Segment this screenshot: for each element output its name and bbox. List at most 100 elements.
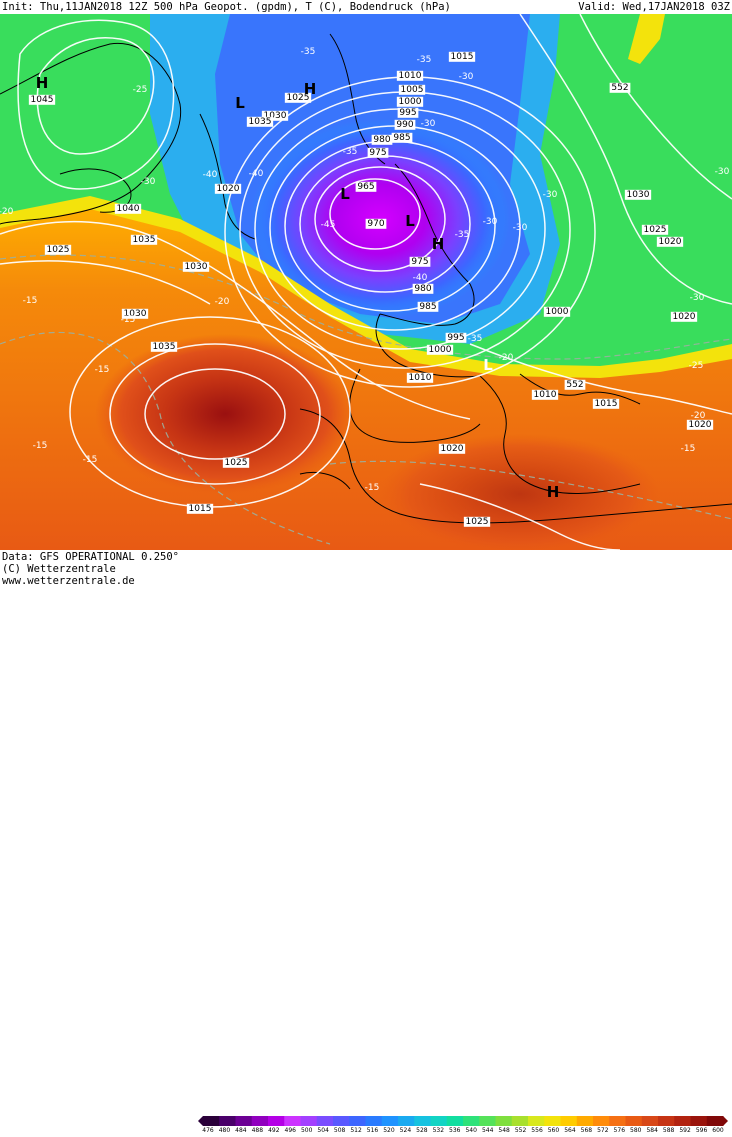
isobar-label: 1015 (186, 503, 214, 514)
temperature-label: -35 (301, 47, 316, 57)
isobar-label: 1020 (214, 183, 242, 194)
legend-swatch (203, 1116, 220, 1126)
product-title: 500 hPa Geopot. (gpdm), T (C), Bodendruc… (153, 1, 451, 13)
legend-tick-label: 592 (679, 1127, 691, 1134)
svg-text:1000: 1000 (399, 97, 422, 107)
legend-swatch (349, 1116, 366, 1126)
isobar-label: 995 (397, 107, 419, 118)
temperature-label: -30 (543, 190, 558, 200)
svg-text:H: H (304, 80, 317, 98)
temperature-label: -20 (499, 353, 514, 363)
isobar-label: 985 (417, 301, 439, 312)
svg-text:1035: 1035 (153, 342, 176, 352)
svg-text:1015: 1015 (189, 504, 212, 514)
legend-swatch (528, 1116, 545, 1126)
svg-text:-20: -20 (691, 411, 706, 421)
isobar-label: 1040 (114, 203, 142, 214)
svg-text:970: 970 (367, 219, 384, 229)
legend-swatch (251, 1116, 269, 1126)
color-legend-ticks: 476 480 484 488 492 496 500 504 508 512 516 520 524 5… (202, 1127, 724, 1137)
legend-tick-label: 488 (251, 1127, 264, 1134)
svg-text:1030: 1030 (627, 190, 650, 200)
svg-text:H: H (432, 235, 445, 253)
isobar-label: 1020 (686, 419, 714, 430)
temperature-label: -25 (689, 361, 704, 371)
field-warm-core-se (380, 434, 660, 550)
legend-swatch (430, 1116, 448, 1126)
svg-text:965: 965 (357, 182, 374, 192)
legend-tick-label: 520 (383, 1127, 395, 1134)
legend-tick-label: 492 (268, 1127, 280, 1134)
legend-swatch (446, 1116, 464, 1126)
legend-tick-label: 496 (284, 1127, 296, 1134)
svg-text:-30: -30 (715, 167, 730, 177)
svg-text:-30: -30 (690, 293, 705, 303)
temperature-label: -30 (483, 217, 498, 227)
legend-swatch (284, 1116, 301, 1126)
isobar-label: 1000 (426, 344, 454, 355)
svg-text:1010: 1010 (399, 71, 422, 81)
svg-text:L: L (405, 212, 415, 230)
svg-text:975: 975 (369, 148, 386, 158)
svg-text:-15: -15 (121, 315, 136, 325)
svg-text:-15: -15 (83, 455, 98, 465)
isobar-label: 1000 (396, 96, 424, 107)
svg-text:-30: -30 (483, 217, 498, 227)
valid-time: Valid: Wed,17JAN2018 03Z (578, 1, 730, 13)
header-text-left: Init: Thu,11JAN2018 12Z 500 hPa Geopot. … (2, 0, 451, 14)
legend-swatch (706, 1116, 724, 1126)
temperature-label: -45 (321, 220, 336, 230)
svg-text:-40: -40 (203, 170, 218, 180)
svg-text:1010: 1010 (409, 373, 432, 383)
svg-text:1025: 1025 (47, 245, 70, 255)
temperature-label: -25 (133, 85, 148, 95)
isobar-label: 1025 (222, 457, 250, 468)
temperature-label: -20 (0, 207, 14, 217)
isobar-label: 990 (394, 119, 416, 130)
isobar-label: 1010 (406, 372, 434, 383)
legend-tick-label: 532 (432, 1127, 445, 1134)
legend-swatch (316, 1116, 334, 1126)
isobar-label: 1020 (670, 311, 698, 322)
temperature-label: -30 (459, 72, 474, 82)
legend-swatch (365, 1116, 383, 1126)
svg-text:1035: 1035 (249, 117, 272, 127)
legend-tick-label: 476 (202, 1127, 214, 1134)
temperature-label: -15 (365, 483, 380, 493)
svg-text:-30: -30 (459, 72, 474, 82)
temperature-label: -40 (413, 273, 428, 283)
svg-text:980: 980 (373, 135, 390, 145)
legend-swatch (333, 1116, 350, 1126)
legend-swatch (544, 1116, 561, 1126)
isobar-label: 1030 (624, 189, 652, 200)
legend-tick-label: 576 (613, 1127, 626, 1134)
legend-tick-label: 600 (712, 1127, 724, 1134)
high-pressure-marker: H (36, 74, 49, 92)
temperature-label: -30 (421, 119, 436, 129)
legend-tick-label: 544 (481, 1127, 494, 1134)
legend-tick-label: 596 (695, 1127, 708, 1134)
svg-text:-40: -40 (249, 169, 264, 179)
svg-text:1020: 1020 (217, 184, 240, 194)
svg-text:975: 975 (411, 257, 428, 267)
legend-swatch (641, 1116, 659, 1126)
temperature-label: -15 (95, 365, 110, 375)
svg-text:-40: -40 (413, 273, 428, 283)
svg-text:1000: 1000 (429, 345, 452, 355)
svg-text:1020: 1020 (673, 312, 696, 322)
temperature-label: -35 (417, 55, 432, 65)
svg-text:-35: -35 (301, 47, 316, 57)
isobar-label: 1025 (463, 516, 491, 527)
svg-text:-15: -15 (23, 296, 38, 306)
grid-dashed-lines (0, 254, 732, 545)
isobar-label: 1030 (261, 110, 289, 121)
svg-text:995: 995 (399, 108, 416, 118)
svg-text:-35: -35 (468, 334, 483, 344)
temperature-label: -40 (249, 169, 264, 179)
temperature-label: -20 (215, 297, 230, 307)
isobar-label: 1030 (121, 308, 149, 319)
isobar-label: 985 (391, 132, 413, 143)
footer-data-source: Data: GFS OPERATIONAL 0.250° (2, 551, 180, 563)
svg-text:1015: 1015 (451, 52, 474, 62)
